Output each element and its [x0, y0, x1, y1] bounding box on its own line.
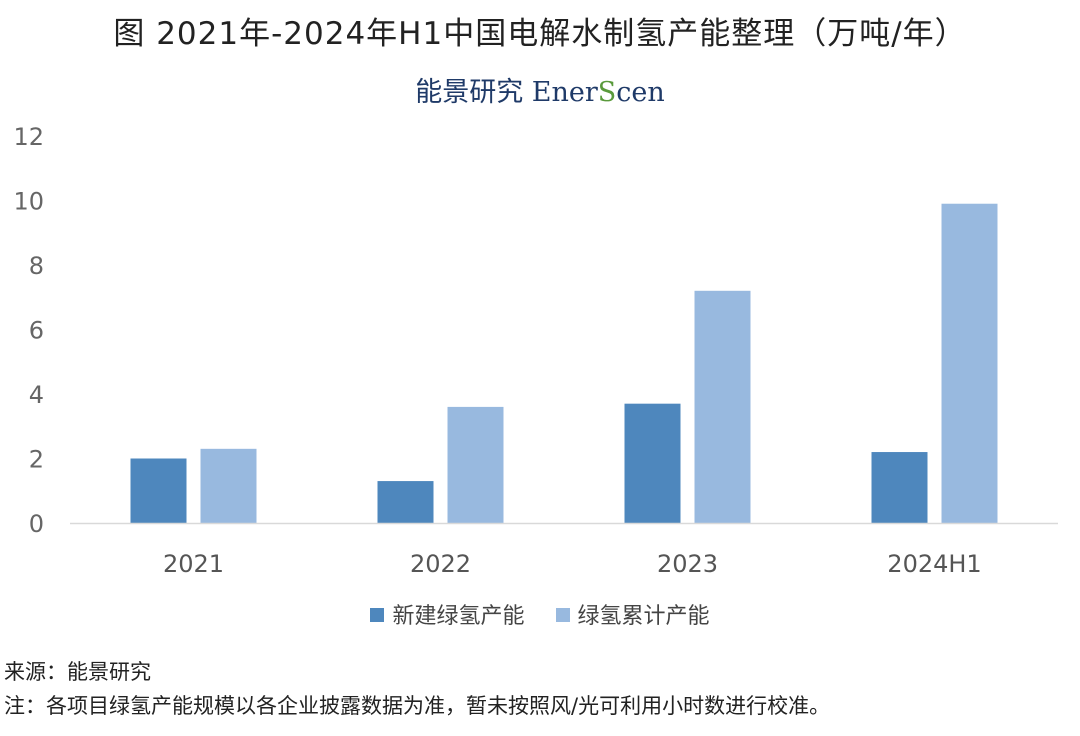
brand-logo: 能景研究 EnerScen	[0, 70, 1080, 109]
y-tick-label: 10	[13, 188, 44, 216]
x-tick-label: 2022	[410, 550, 471, 578]
y-tick-label: 12	[13, 123, 44, 151]
bar-new-2024H1	[871, 452, 928, 523]
y-tick-label: 0	[29, 510, 44, 538]
y-tick-label: 6	[29, 317, 44, 345]
x-tick-label: 2024H1	[887, 550, 981, 578]
bar-new-2021	[130, 458, 187, 523]
bar-cumulative-2023	[694, 290, 751, 523]
legend-item-new: 新建绿氢产能	[370, 598, 525, 630]
bar-new-2022	[377, 481, 434, 523]
legend-swatch-cumulative	[555, 608, 570, 622]
bar-cumulative-2022	[447, 406, 504, 523]
footnote: 注：各项目绿氢产能规模以各企业披露数据为准，暂未按照风/光可利用小时数进行校准。	[4, 694, 831, 718]
y-tick-label: 4	[29, 381, 44, 409]
legend-swatch-new	[370, 608, 385, 622]
chart-title: 图 2021年-2024年H1中国电解水制氢产能整理（万吨/年）	[113, 16, 967, 52]
legend-label-new: 新建绿氢产能	[392, 604, 525, 629]
x-tick-label: 2023	[657, 550, 718, 578]
brand-cn: 能景研究	[415, 77, 524, 108]
y-axis: 0 2 4 6 8 10 12	[13, 123, 44, 538]
bars	[130, 203, 998, 523]
bar-cumulative-2021	[200, 448, 257, 523]
brand-en: EnerScen	[531, 77, 665, 108]
x-axis: 2021 2022 2023 2024H1	[70, 522, 1058, 578]
source-note: 来源：能景研究	[4, 660, 151, 684]
legend-label-cumulative: 绿氢累计产能	[577, 604, 710, 629]
bar-cumulative-2024H1	[941, 203, 998, 523]
x-tick-label: 2021	[163, 550, 224, 578]
y-tick-label: 8	[29, 252, 44, 280]
legend: 新建绿氢产能 绿氢累计产能	[0, 598, 1080, 630]
y-tick-label: 2	[29, 446, 44, 474]
legend-item-cumulative: 绿氢累计产能	[555, 598, 710, 630]
bar-new-2023	[624, 403, 681, 523]
